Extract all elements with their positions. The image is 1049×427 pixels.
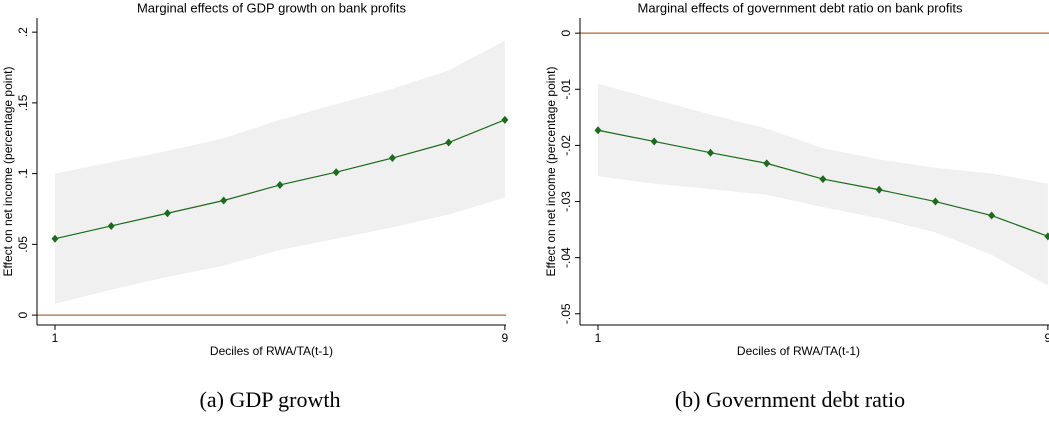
marker <box>988 211 996 220</box>
y-tick-label: -.04 <box>559 247 573 268</box>
y-axis-title: Effect on net income (percentage point) <box>1 67 15 277</box>
x-axis-title: Deciles of RWA/TA(t-1) <box>210 344 333 358</box>
marker <box>763 159 771 168</box>
confidence-band <box>597 83 1048 286</box>
caption: (b) Government debt ratio <box>675 387 905 412</box>
y-tick-label: 0 <box>16 311 30 318</box>
marker <box>332 168 340 177</box>
marker <box>1044 232 1049 241</box>
marker <box>107 221 115 230</box>
y-tick-label: -.01 <box>559 79 573 100</box>
marker <box>445 138 453 147</box>
marker <box>819 175 827 184</box>
x-tick-label: 1 <box>595 331 602 345</box>
marker <box>51 234 59 243</box>
y-tick-label: .15 <box>16 94 30 111</box>
y-tick-label: .05 <box>16 236 30 253</box>
marker <box>388 154 396 163</box>
y-tick-label: -.02 <box>559 135 573 156</box>
marker <box>650 137 658 146</box>
y-tick-label: .2 <box>16 27 30 37</box>
x-tick-label: 9 <box>1045 331 1049 345</box>
x-tick-label: 9 <box>502 331 509 345</box>
x-axis-title: Deciles of RWA/TA(t-1) <box>737 344 860 358</box>
marker <box>706 148 714 157</box>
chart-title: Marginal effects of government debt rati… <box>638 0 963 15</box>
confidence-band <box>54 40 505 304</box>
marker <box>501 115 509 124</box>
caption: (a) GDP growth <box>200 387 341 412</box>
y-tick-label: .1 <box>16 168 30 178</box>
chart-title: Marginal effects of GDP growth on bank p… <box>137 0 407 15</box>
y-tick-label: -.03 <box>559 191 573 212</box>
x-tick-label: 1 <box>52 331 59 345</box>
y-tick-label: -.05 <box>559 303 573 324</box>
marker <box>276 180 284 189</box>
marker <box>163 209 171 218</box>
marker <box>220 196 228 205</box>
y-axis-title: Effect on net income (percentage point) <box>544 67 558 277</box>
y-tick-label: 0 <box>559 29 573 36</box>
marker <box>931 197 939 206</box>
marker <box>875 185 883 194</box>
marker <box>594 126 602 135</box>
